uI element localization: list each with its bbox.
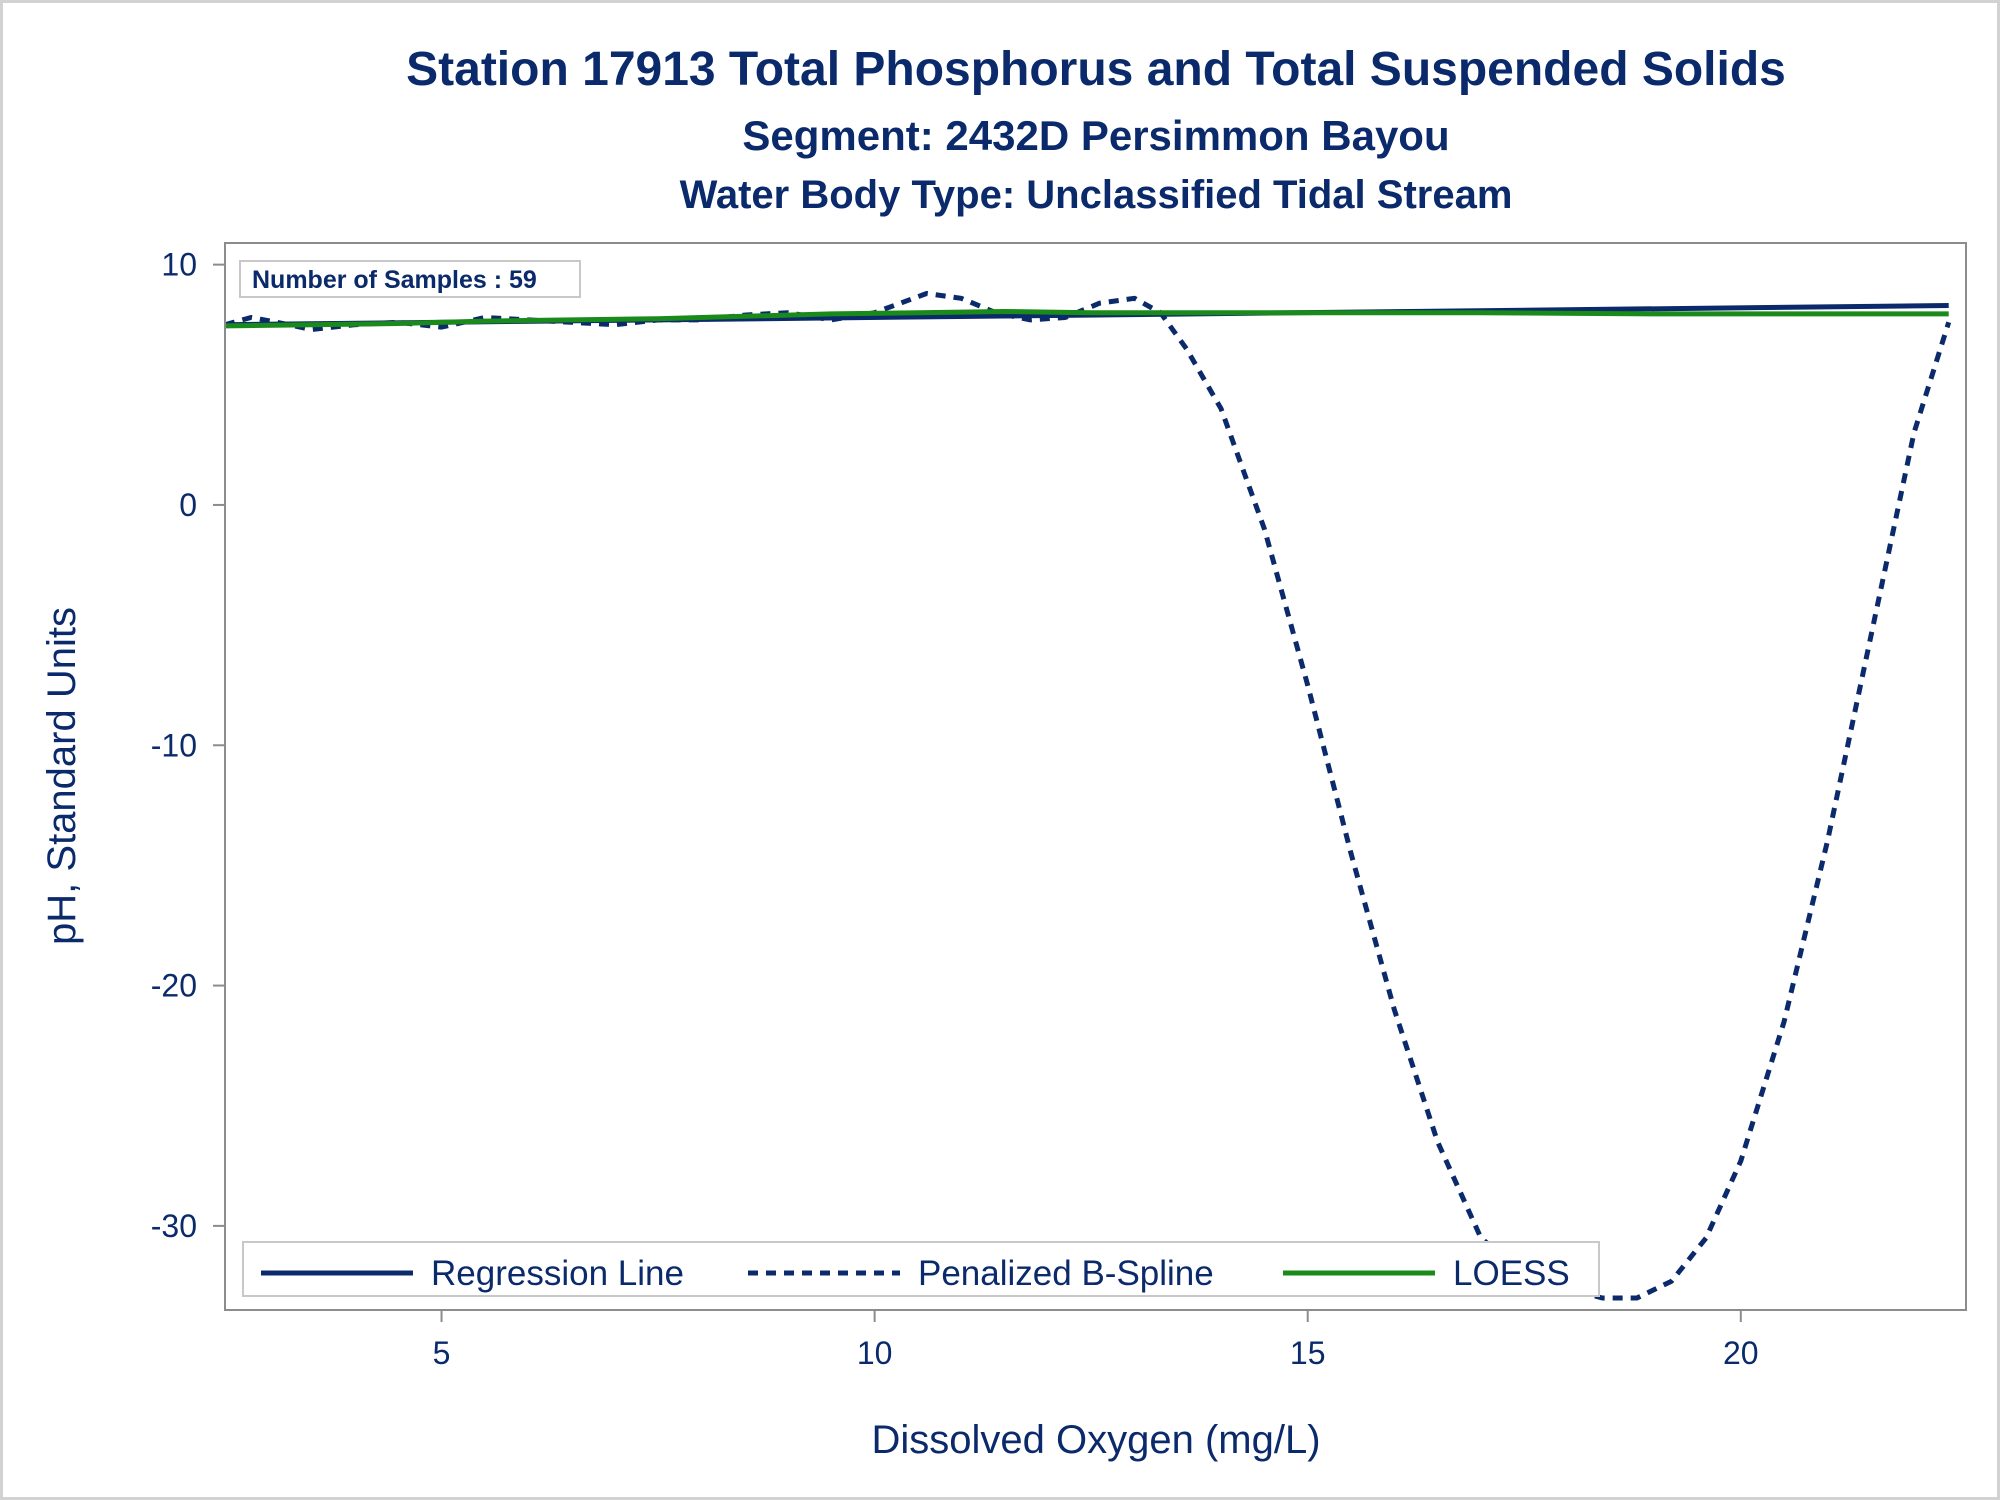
x-tick-label: 20 — [1723, 1335, 1759, 1371]
y-tick-label: -20 — [151, 968, 197, 1004]
y-tick-label: -30 — [151, 1208, 197, 1244]
x-axis: 5 10 15 20 — [433, 1310, 1759, 1371]
legend-label: LOESS — [1453, 1254, 1570, 1293]
y-tick-label: -10 — [151, 727, 197, 763]
sample-count-box: Number of Samples : 59 — [239, 260, 581, 298]
x-tick-label: 15 — [1290, 1335, 1326, 1371]
x-axis-label: Dissolved Oxygen (mg/L) — [871, 1418, 1320, 1462]
x-tick-label: 10 — [857, 1335, 893, 1371]
sample-count-text: Number of Samples : 59 — [252, 266, 537, 294]
y-tick-label: 0 — [179, 487, 197, 523]
legend: Regression Line Penalized B-Spline LOESS — [242, 1241, 1600, 1297]
series-layer — [226, 291, 1952, 1301]
legend-label: Penalized B-Spline — [918, 1254, 1214, 1293]
x-tick-label: 5 — [433, 1335, 451, 1371]
legend-frame — [242, 1241, 1600, 1297]
y-axis: 10 0 -10 -20 -30 — [151, 247, 225, 1244]
y-axis-label: pH, Standard Units — [40, 607, 84, 945]
series-line-loess — [226, 309, 1949, 329]
chart-title: Station 17913 Total Phosphorus and Total… — [406, 43, 1786, 96]
chart-svg: Station 17913 Total Phosphorus and Total… — [40, 43, 1967, 1462]
legend-label: Regression Line — [431, 1254, 684, 1293]
chart-subtitle: Segment: 2432D Persimmon Bayou — [742, 112, 1449, 159]
chart-subtitle-2: Water Body Type: Unclassified Tidal Stre… — [680, 173, 1513, 217]
sample-count-frame — [239, 260, 581, 298]
plot-frame — [224, 242, 1967, 1311]
y-tick-label: 10 — [161, 247, 197, 283]
